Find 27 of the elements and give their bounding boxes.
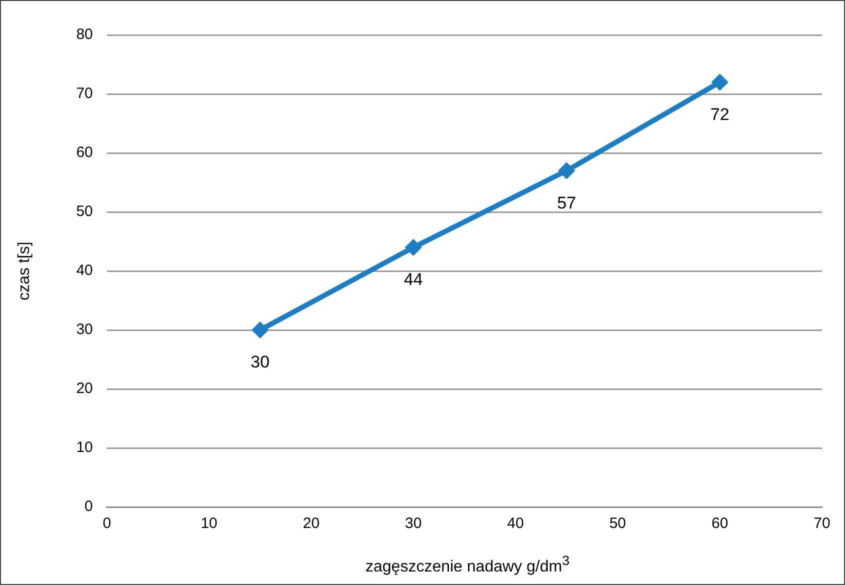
y-axis-title: czas t[s] <box>16 242 34 300</box>
y-tick-label: 20 <box>76 380 93 398</box>
point <box>406 240 421 255</box>
x-tick-label: 30 <box>405 515 422 532</box>
data-label: 72 <box>710 104 730 124</box>
y-tick-label: 80 <box>76 26 93 44</box>
point <box>712 74 728 90</box>
x-tick-label: 0 <box>102 515 112 532</box>
data-label: 44 <box>404 270 423 290</box>
y-tick-label: 50 <box>76 203 93 220</box>
x-axis-title: zagęszczenie nadawy g/dm$^{3}$ <box>364 553 570 576</box>
x-tick-label: 20 <box>302 515 320 532</box>
y-tick-label: 40 <box>76 262 93 280</box>
point <box>252 322 268 338</box>
x-tick-label: 10 <box>200 515 218 532</box>
point <box>559 163 574 178</box>
y-tick-label: 10 <box>76 439 93 456</box>
x-tick-label: 60 <box>711 515 728 532</box>
x-tick-label: 50 <box>609 515 626 532</box>
y-tick-label: 60 <box>76 144 93 162</box>
x-tick-label: 70 <box>814 515 830 532</box>
x-tick-label: 40 <box>507 515 524 532</box>
y-tick-label: 0 <box>84 498 93 516</box>
data-label: 57 <box>557 193 576 212</box>
y-tick-label: 70 <box>76 85 93 102</box>
data-label: 30 <box>250 352 270 372</box>
y-tick-label: 30 <box>76 321 93 338</box>
